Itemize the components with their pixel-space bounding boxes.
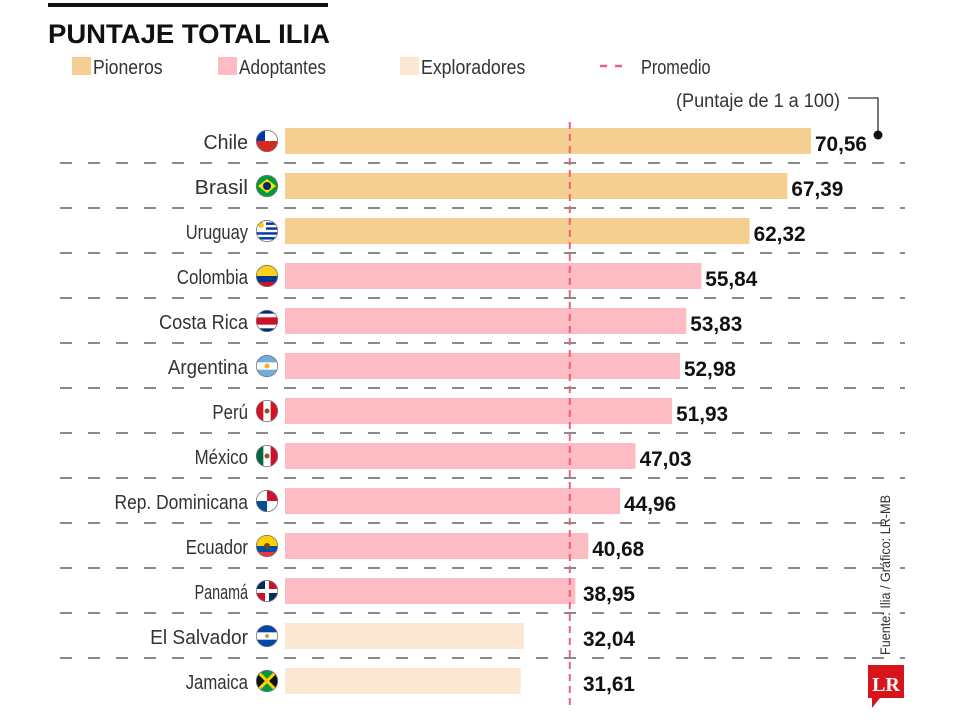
value-label: 52,98	[684, 358, 736, 381]
bar-row: Rep. Dominicana 44,96	[60, 477, 905, 516]
legend-swatch-exploradores	[400, 57, 419, 75]
legend-swatch-adoptantes	[218, 57, 237, 75]
legend-label: Adoptantes	[239, 57, 326, 79]
bar-row: Argentina 52,98	[60, 342, 905, 381]
category-label: Argentina	[168, 357, 249, 379]
bar	[285, 578, 576, 604]
source-note: Fuente: Ilia / Gráfico: LR-MB	[877, 495, 893, 655]
category-label: México	[195, 447, 248, 469]
legend-label: Exploradores	[421, 57, 525, 79]
colombia-flag-icon	[256, 265, 278, 287]
bar-row: Ecuador 40,68	[60, 522, 905, 561]
category-label: Panamá	[195, 582, 249, 604]
bar-row: Uruguay 62,32	[60, 207, 905, 246]
value-label: 67,39	[791, 178, 843, 201]
value-label: 53,83	[690, 313, 742, 336]
value-label: 70,56	[815, 133, 867, 156]
value-label: 38,95	[583, 583, 635, 606]
category-label: Costa Rica	[159, 312, 249, 334]
value-label: 51,93	[676, 403, 728, 426]
category-label: Colombia	[177, 267, 249, 289]
bar	[285, 623, 524, 649]
category-label: Uruguay	[186, 222, 248, 244]
category-label: Ecuador	[186, 537, 249, 559]
argentina-flag-icon	[256, 355, 278, 377]
legend: Pioneros Adoptantes Exploradores Promedio	[72, 57, 711, 79]
category-label: Perú	[212, 402, 248, 424]
svg-text:LR: LR	[872, 674, 900, 696]
ecuador-flag-icon	[256, 535, 278, 557]
bar	[285, 218, 750, 244]
bar	[285, 488, 621, 514]
chart-subtitle: (Puntaje de 1 a 100)	[676, 91, 840, 112]
bar-row: Perú 51,93	[60, 387, 905, 426]
bar	[285, 308, 687, 334]
bar	[285, 533, 589, 559]
panama-flag-icon	[256, 490, 278, 512]
bar-row: Chile 70,56	[204, 128, 867, 156]
category-label: Brasil	[195, 177, 248, 199]
bar	[285, 443, 636, 469]
lr-logo: LR	[868, 665, 904, 708]
title-rule	[48, 3, 328, 7]
bar-row: Jamaica 31,61	[60, 657, 905, 696]
bar	[285, 128, 811, 154]
bar-row: Brasil 67,39	[60, 162, 905, 201]
category-label: El Salvador	[150, 627, 248, 649]
value-label: 31,61	[583, 673, 635, 696]
uruguay-flag-icon	[256, 220, 278, 242]
costa-rica-flag-icon	[256, 310, 278, 332]
bar	[285, 353, 680, 379]
value-label: 40,68	[592, 538, 644, 561]
chart-title: PUNTAJE TOTAL ILIA	[48, 19, 330, 49]
value-label: 55,84	[705, 268, 757, 291]
bar-row: Costa Rica 53,83	[60, 297, 905, 336]
bar-row: Panamá 38,95	[60, 567, 905, 606]
peru-flag-icon	[256, 400, 278, 422]
bar	[285, 398, 673, 424]
mexico-flag-icon	[256, 445, 278, 467]
value-label: 47,03	[640, 448, 692, 471]
category-label: Chile	[204, 132, 249, 154]
legend-swatch-pioneros	[72, 57, 91, 75]
subtitle-leader-line	[848, 97, 879, 133]
brazil-flag-icon	[256, 175, 278, 197]
category-label: Rep. Dominicana	[115, 492, 249, 514]
legend-label: Pioneros	[93, 57, 163, 79]
el-salvador-flag-icon	[256, 625, 278, 647]
bar	[285, 263, 702, 289]
value-label: 32,04	[583, 628, 635, 651]
dominican-republic-flag-icon	[256, 580, 278, 602]
bar-row: México 47,03	[60, 432, 905, 471]
bar	[285, 668, 521, 694]
bar-row: Colombia 55,84	[60, 252, 905, 291]
bar-row: El Salvador 32,04	[60, 612, 905, 651]
category-label: Jamaica	[186, 672, 249, 694]
value-label: 62,32	[754, 223, 806, 246]
leader-dot	[873, 130, 883, 140]
legend-label: Promedio	[641, 57, 711, 79]
value-label: 44,96	[624, 493, 676, 516]
chile-flag-icon	[256, 130, 278, 152]
bar	[285, 173, 788, 199]
